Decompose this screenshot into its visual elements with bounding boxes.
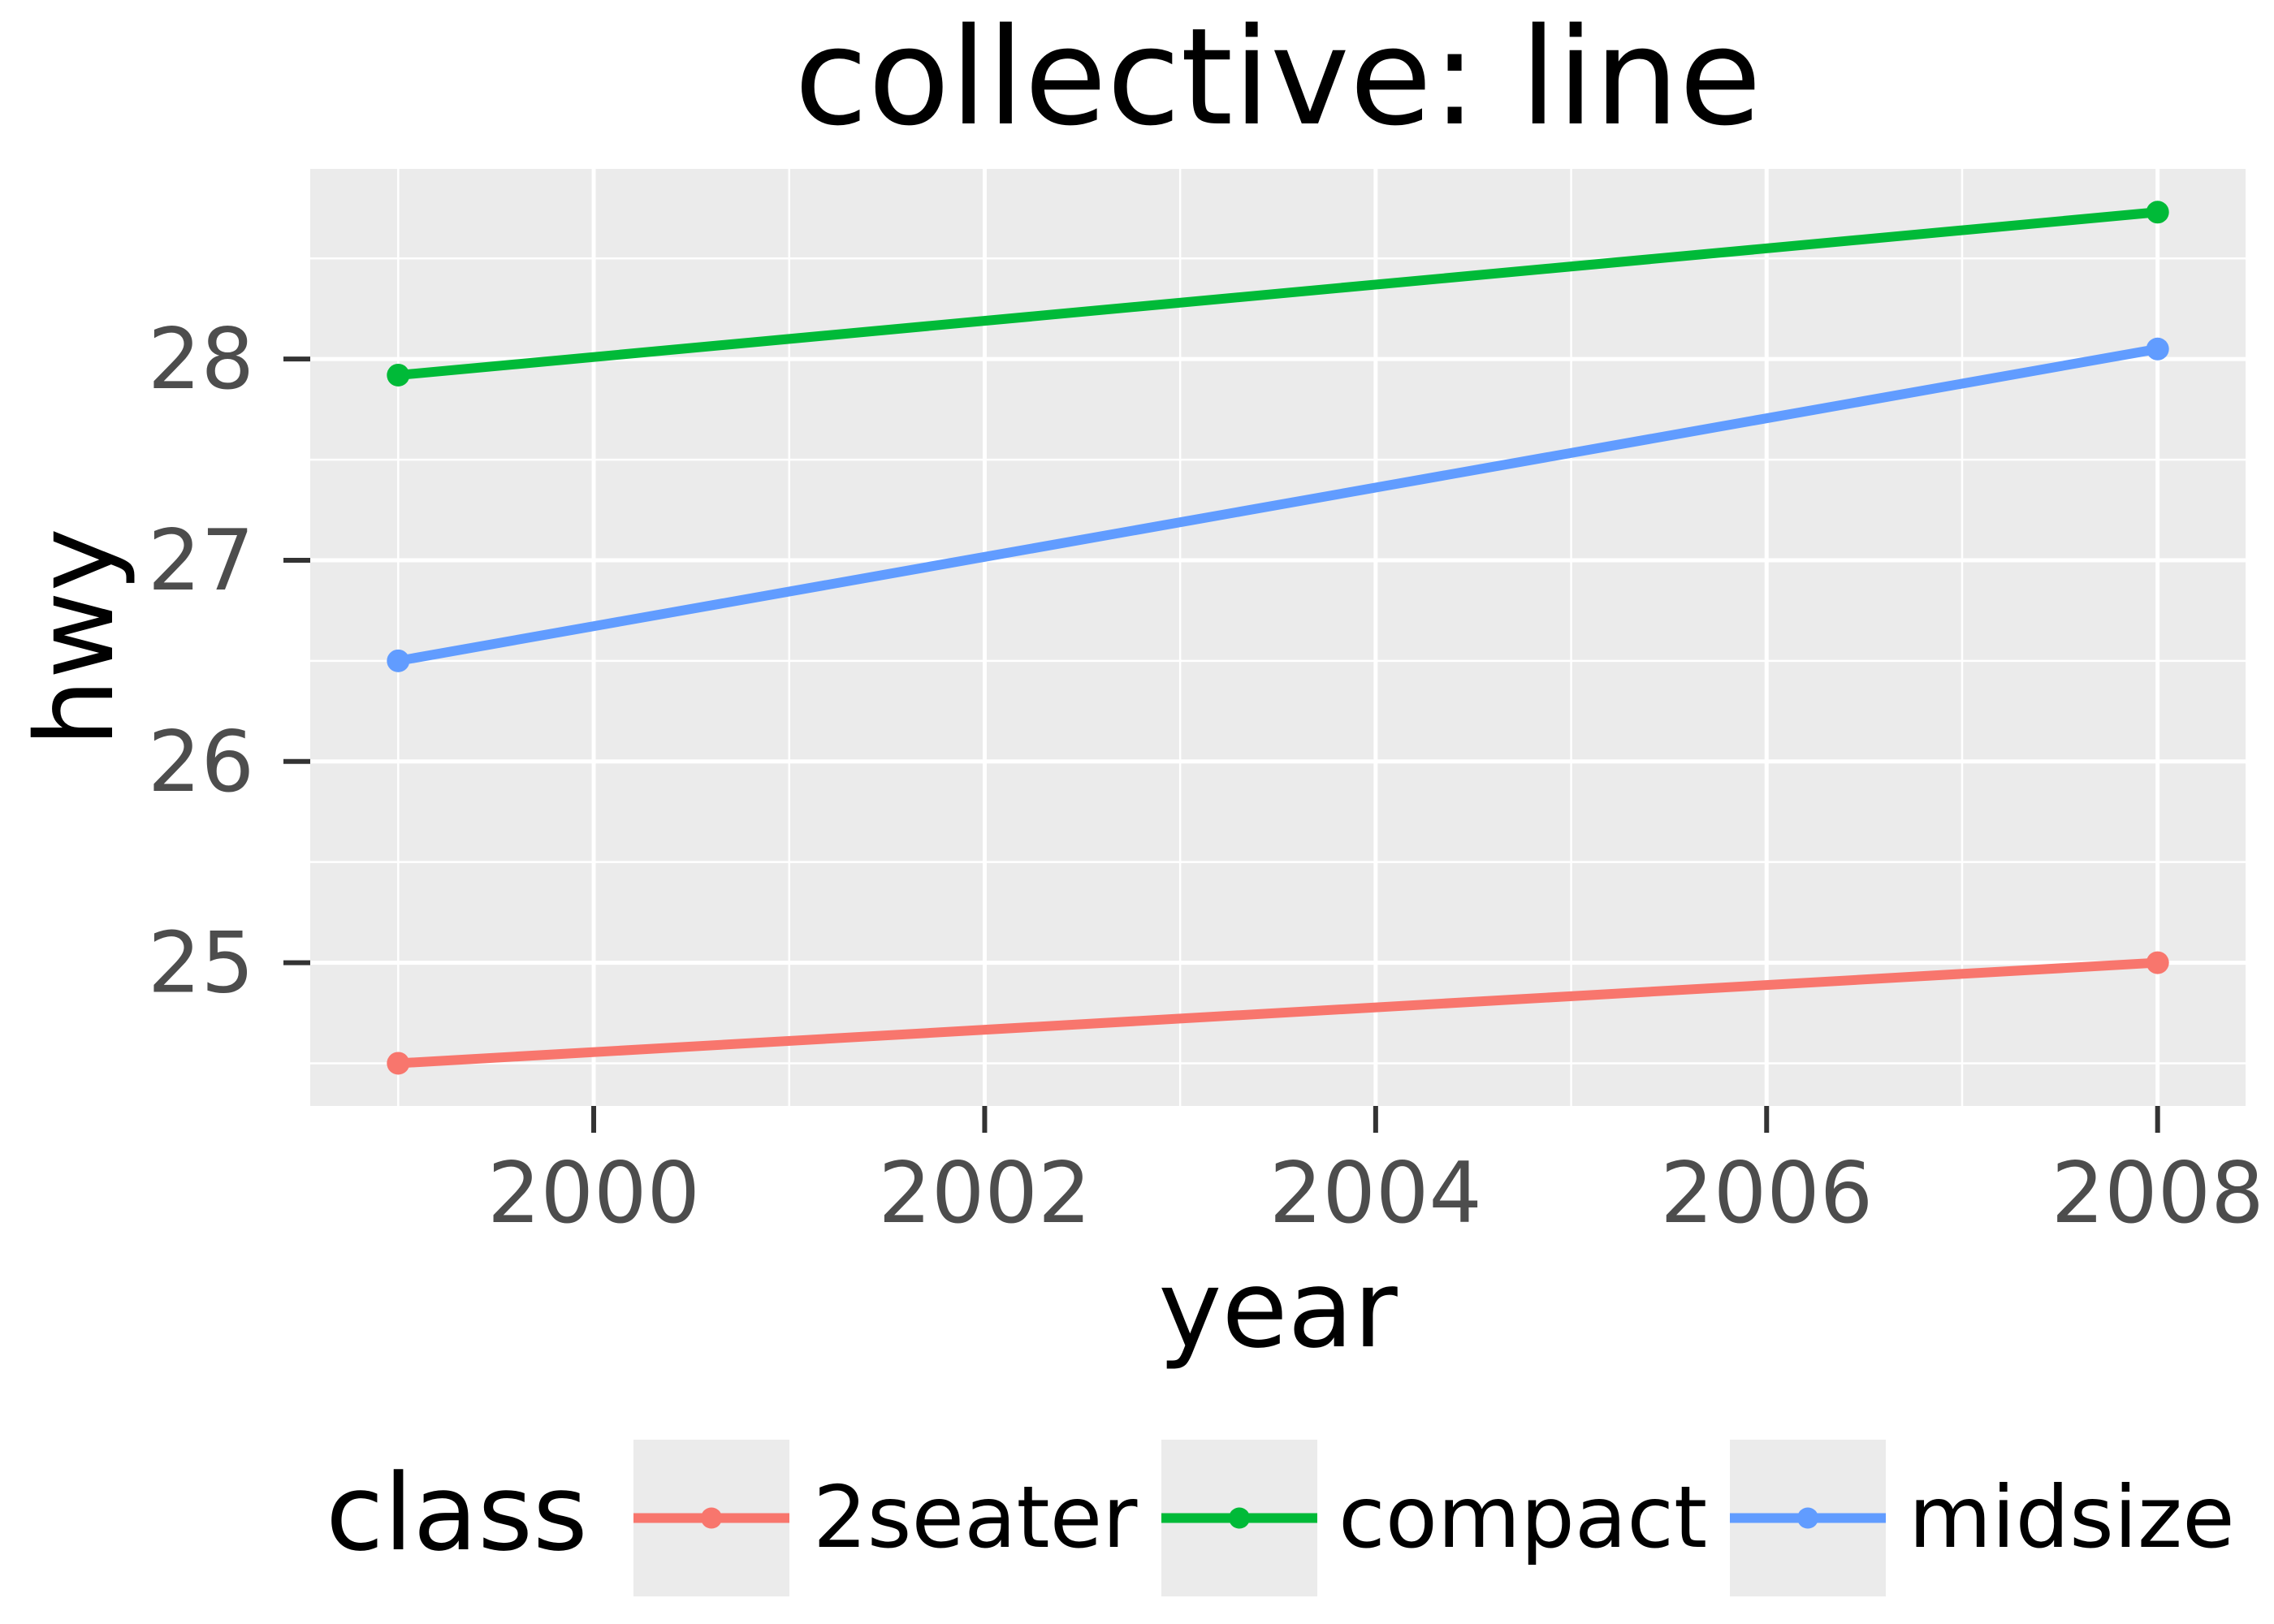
data-point-midsize-2008 (2146, 337, 2169, 361)
legend-label: midsize (1909, 1468, 2235, 1567)
legend-label: 2seater (813, 1468, 1138, 1567)
y-axis-title: hwy (13, 528, 138, 747)
legend-label: compact (1338, 1468, 1707, 1567)
x-tick-label: 2004 (1269, 1145, 1482, 1242)
series-compact (387, 201, 2169, 387)
y-tick-label: 28 (148, 311, 254, 408)
axis-ticks: 2000 2002 2004 2006 2008 25 26 27 28 (148, 311, 2264, 1242)
series-line-midsize (397, 343, 2159, 666)
y-tick-label: 27 (148, 512, 254, 610)
plot-title: collective: line (794, 0, 1762, 155)
x-tick-label: 2000 (487, 1145, 700, 1242)
legend-item-compact: compact (1161, 1440, 1707, 1596)
data-point-2seater-2008 (2146, 951, 2169, 974)
legend-key-point (1229, 1507, 1250, 1529)
series-line-2seater (397, 957, 2159, 1069)
legend-item-2seater: 2seater (633, 1440, 1138, 1596)
data-point-compact-2008 (2146, 201, 2169, 224)
legend-title: class (326, 1451, 588, 1574)
legend-key-point (1797, 1507, 1818, 1529)
x-tick-label: 2002 (878, 1145, 1091, 1242)
data-point-midsize-1999 (387, 649, 410, 672)
data-point-2seater-1999 (387, 1052, 410, 1075)
x-axis-title: year (1158, 1247, 1398, 1372)
x-tick-label: 2006 (1660, 1145, 1873, 1242)
series-midsize (387, 337, 2169, 672)
series-2seater (387, 951, 2169, 1075)
y-tick-label: 26 (148, 714, 254, 811)
series-line-compact (397, 207, 2159, 380)
x-tick-label: 2008 (2051, 1145, 2264, 1242)
legend: class 2seater compact midsize (326, 1440, 2235, 1596)
y-tick-label: 25 (148, 915, 254, 1013)
legend-item-midsize: midsize (1730, 1440, 2235, 1596)
plot-panel (310, 169, 2246, 1106)
data-point-compact-1999 (387, 363, 410, 387)
legend-key-point (701, 1507, 722, 1529)
